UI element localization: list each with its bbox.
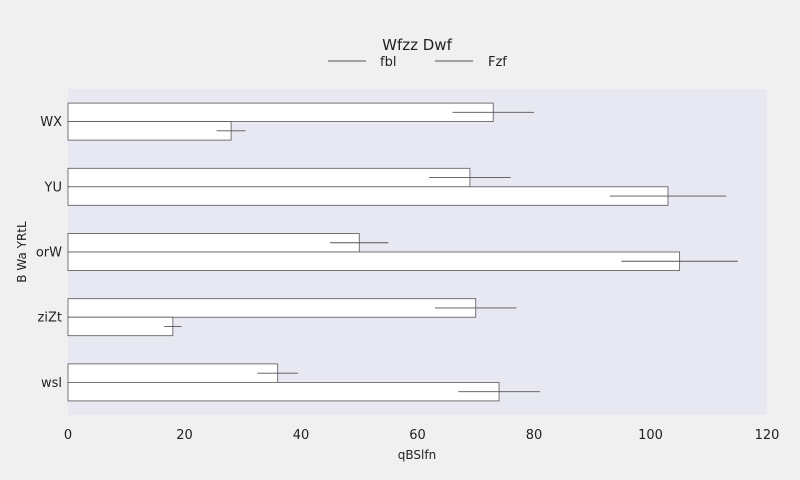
x-axis-title: qBSlfn	[398, 448, 436, 462]
bar-fzf-orw	[67, 251, 681, 271]
x-tick-label-60: 60	[409, 428, 426, 443]
y-tick-labels: WX YU orW ziZt wsl	[36, 115, 62, 391]
bar-fzf-zizt	[67, 316, 174, 337]
bar-fzf-wsl	[67, 381, 500, 402]
bar-fbl-wx	[67, 102, 494, 122]
y-tick-label-wx: WX	[40, 115, 62, 130]
legend-label-fbl: fbl	[380, 55, 396, 70]
y-tick-label-wsl: wsl	[41, 376, 62, 391]
legend-label-fzf: Fzf	[488, 55, 507, 70]
x-tick-label-0: 0	[64, 428, 72, 443]
bar-fbl-wsl	[67, 363, 279, 383]
y-axis-title: B Wa YRtL	[15, 221, 29, 283]
bars-group	[67, 102, 738, 402]
x-tick-label-40: 40	[293, 428, 310, 443]
bar-fbl-orw	[67, 233, 360, 253]
y-tick-label-zizt: ziZt	[38, 311, 62, 326]
x-tick-label-100: 100	[638, 428, 663, 443]
y-tick-label-yu: YU	[44, 180, 62, 195]
bar-fbl-zizt	[67, 298, 477, 318]
bar-fzf-yu	[67, 186, 669, 206]
x-tick-label-120: 120	[755, 428, 780, 443]
y-tick-label-orw: orW	[36, 246, 62, 261]
x-tick-label-20: 20	[176, 428, 193, 443]
bar-fzf-wx	[67, 121, 232, 141]
x-tick-labels: 0 20 40 60 80 100 120	[64, 428, 780, 443]
x-tick-label-80: 80	[526, 428, 543, 443]
bar-fbl-yu	[67, 167, 471, 188]
chart-title: Wfzz Dwf	[382, 36, 452, 54]
legend: fbl Fzf	[328, 55, 507, 70]
